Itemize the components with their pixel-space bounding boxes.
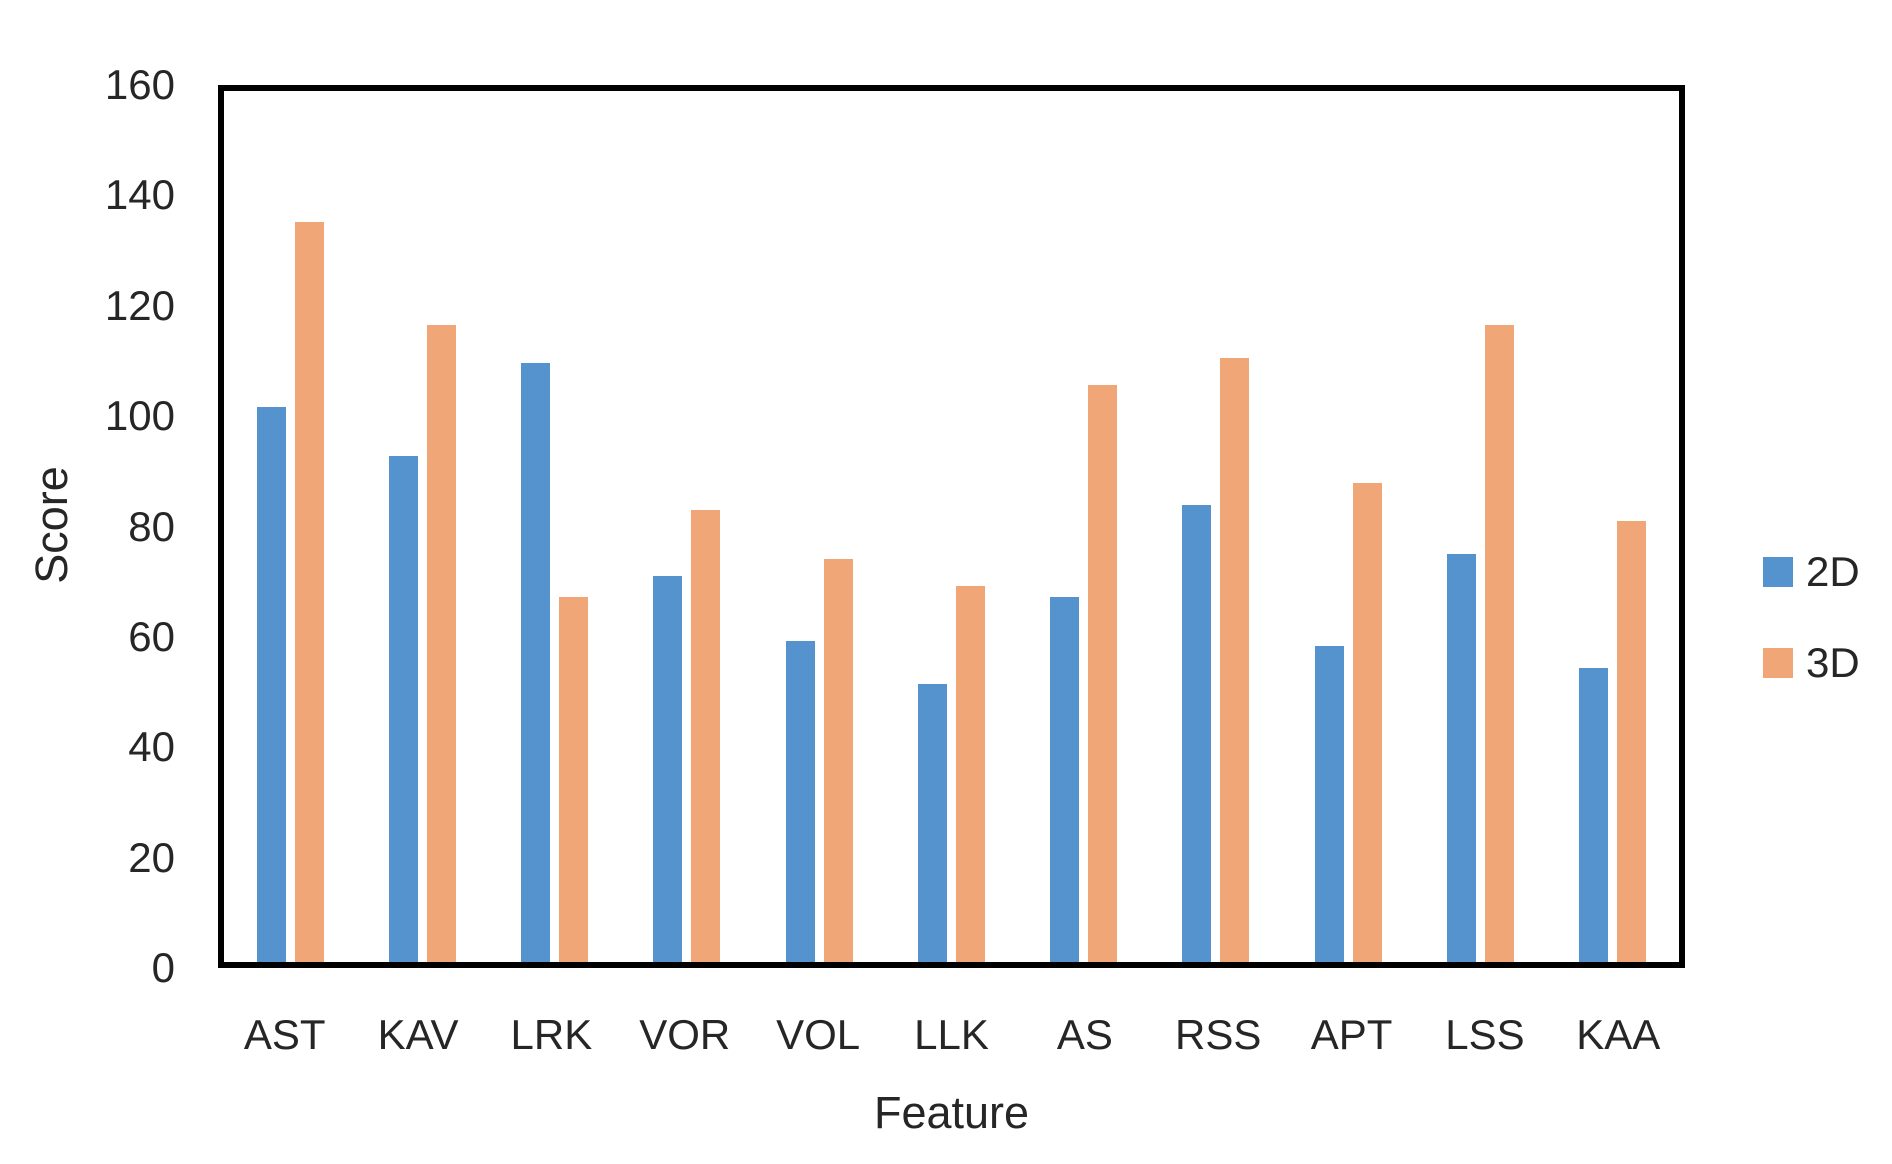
bar-3d <box>559 597 589 962</box>
bar-2d <box>1579 668 1609 962</box>
y-tick-label: 140 <box>104 171 175 219</box>
bar-3d <box>426 325 456 962</box>
bar-3d <box>1352 482 1382 962</box>
bar-2d <box>917 684 947 962</box>
y-tick-label: 20 <box>128 833 175 881</box>
x-tick-label: AST <box>243 1011 326 1058</box>
y-tick-label: 60 <box>128 612 175 660</box>
bar-group <box>489 91 621 962</box>
legend: 2D 3D <box>1763 551 1860 733</box>
bar-3d <box>294 221 324 962</box>
bar-3d <box>823 559 853 962</box>
bar-2d <box>1050 597 1080 962</box>
x-axis-title: Feature <box>873 1087 1030 1138</box>
y-tick-label: 80 <box>128 502 175 550</box>
legend-swatch-3d <box>1763 648 1793 678</box>
bar-2d <box>1447 553 1477 962</box>
x-tick-label: VOR <box>639 1011 731 1058</box>
x-tick-label: KAA <box>1576 1011 1661 1058</box>
bar-group <box>1282 91 1414 962</box>
bar-group <box>1414 91 1546 962</box>
bar-2d <box>521 363 551 962</box>
bar-group <box>224 91 356 962</box>
bar-2d <box>388 455 418 962</box>
legend-item-3d: 3D <box>1763 642 1860 684</box>
plot-area <box>218 85 1685 968</box>
bar-3d <box>691 510 721 962</box>
x-tick-label: KAV <box>377 1011 459 1058</box>
bar-group <box>621 91 753 962</box>
legend-swatch-2d <box>1763 557 1793 587</box>
bars-container <box>224 91 1679 962</box>
x-tick-label: LRK <box>510 1011 593 1058</box>
bar-3d <box>1088 384 1118 962</box>
y-axis-ticks: 0 20 40 60 80 100 120 140 160 <box>40 61 175 991</box>
y-tick-label: 0 <box>151 944 175 991</box>
bar-3d <box>1485 325 1515 962</box>
bar-group <box>1018 91 1150 962</box>
bar-group <box>885 91 1017 962</box>
bar-group <box>753 91 885 962</box>
x-tick-label: LLK <box>914 1011 989 1058</box>
legend-item-2d: 2D <box>1763 551 1860 593</box>
bar-2d <box>653 575 683 962</box>
y-tick-label: 40 <box>128 723 175 771</box>
x-tick-label: AS <box>1056 1011 1113 1058</box>
legend-label: 3D <box>1806 639 1860 686</box>
y-tick-label: 100 <box>104 392 175 440</box>
bar-2d <box>785 640 815 962</box>
y-tick-label: 160 <box>104 61 175 108</box>
x-tick-label: VOL <box>776 1011 861 1058</box>
legend-label: 2D <box>1806 548 1860 595</box>
x-tick-label: APT <box>1310 1011 1393 1058</box>
bar-2d <box>1314 646 1344 962</box>
y-tick-label: 120 <box>104 281 175 329</box>
bar-group <box>1547 91 1679 962</box>
x-tick-label: LSS <box>1445 1011 1525 1058</box>
bar-2d <box>256 406 286 962</box>
x-axis-ticks: AST KAV LRK VOR VOL LLK AS RSS APT LSS KAA <box>218 1008 1685 1062</box>
x-tick-label: RSS <box>1175 1011 1262 1058</box>
bar-group <box>356 91 488 962</box>
bar-2d <box>1182 504 1212 962</box>
bar-3d <box>955 586 985 962</box>
bar-3d <box>1617 521 1647 962</box>
bar-group <box>1150 91 1282 962</box>
bar-3d <box>1220 357 1250 962</box>
